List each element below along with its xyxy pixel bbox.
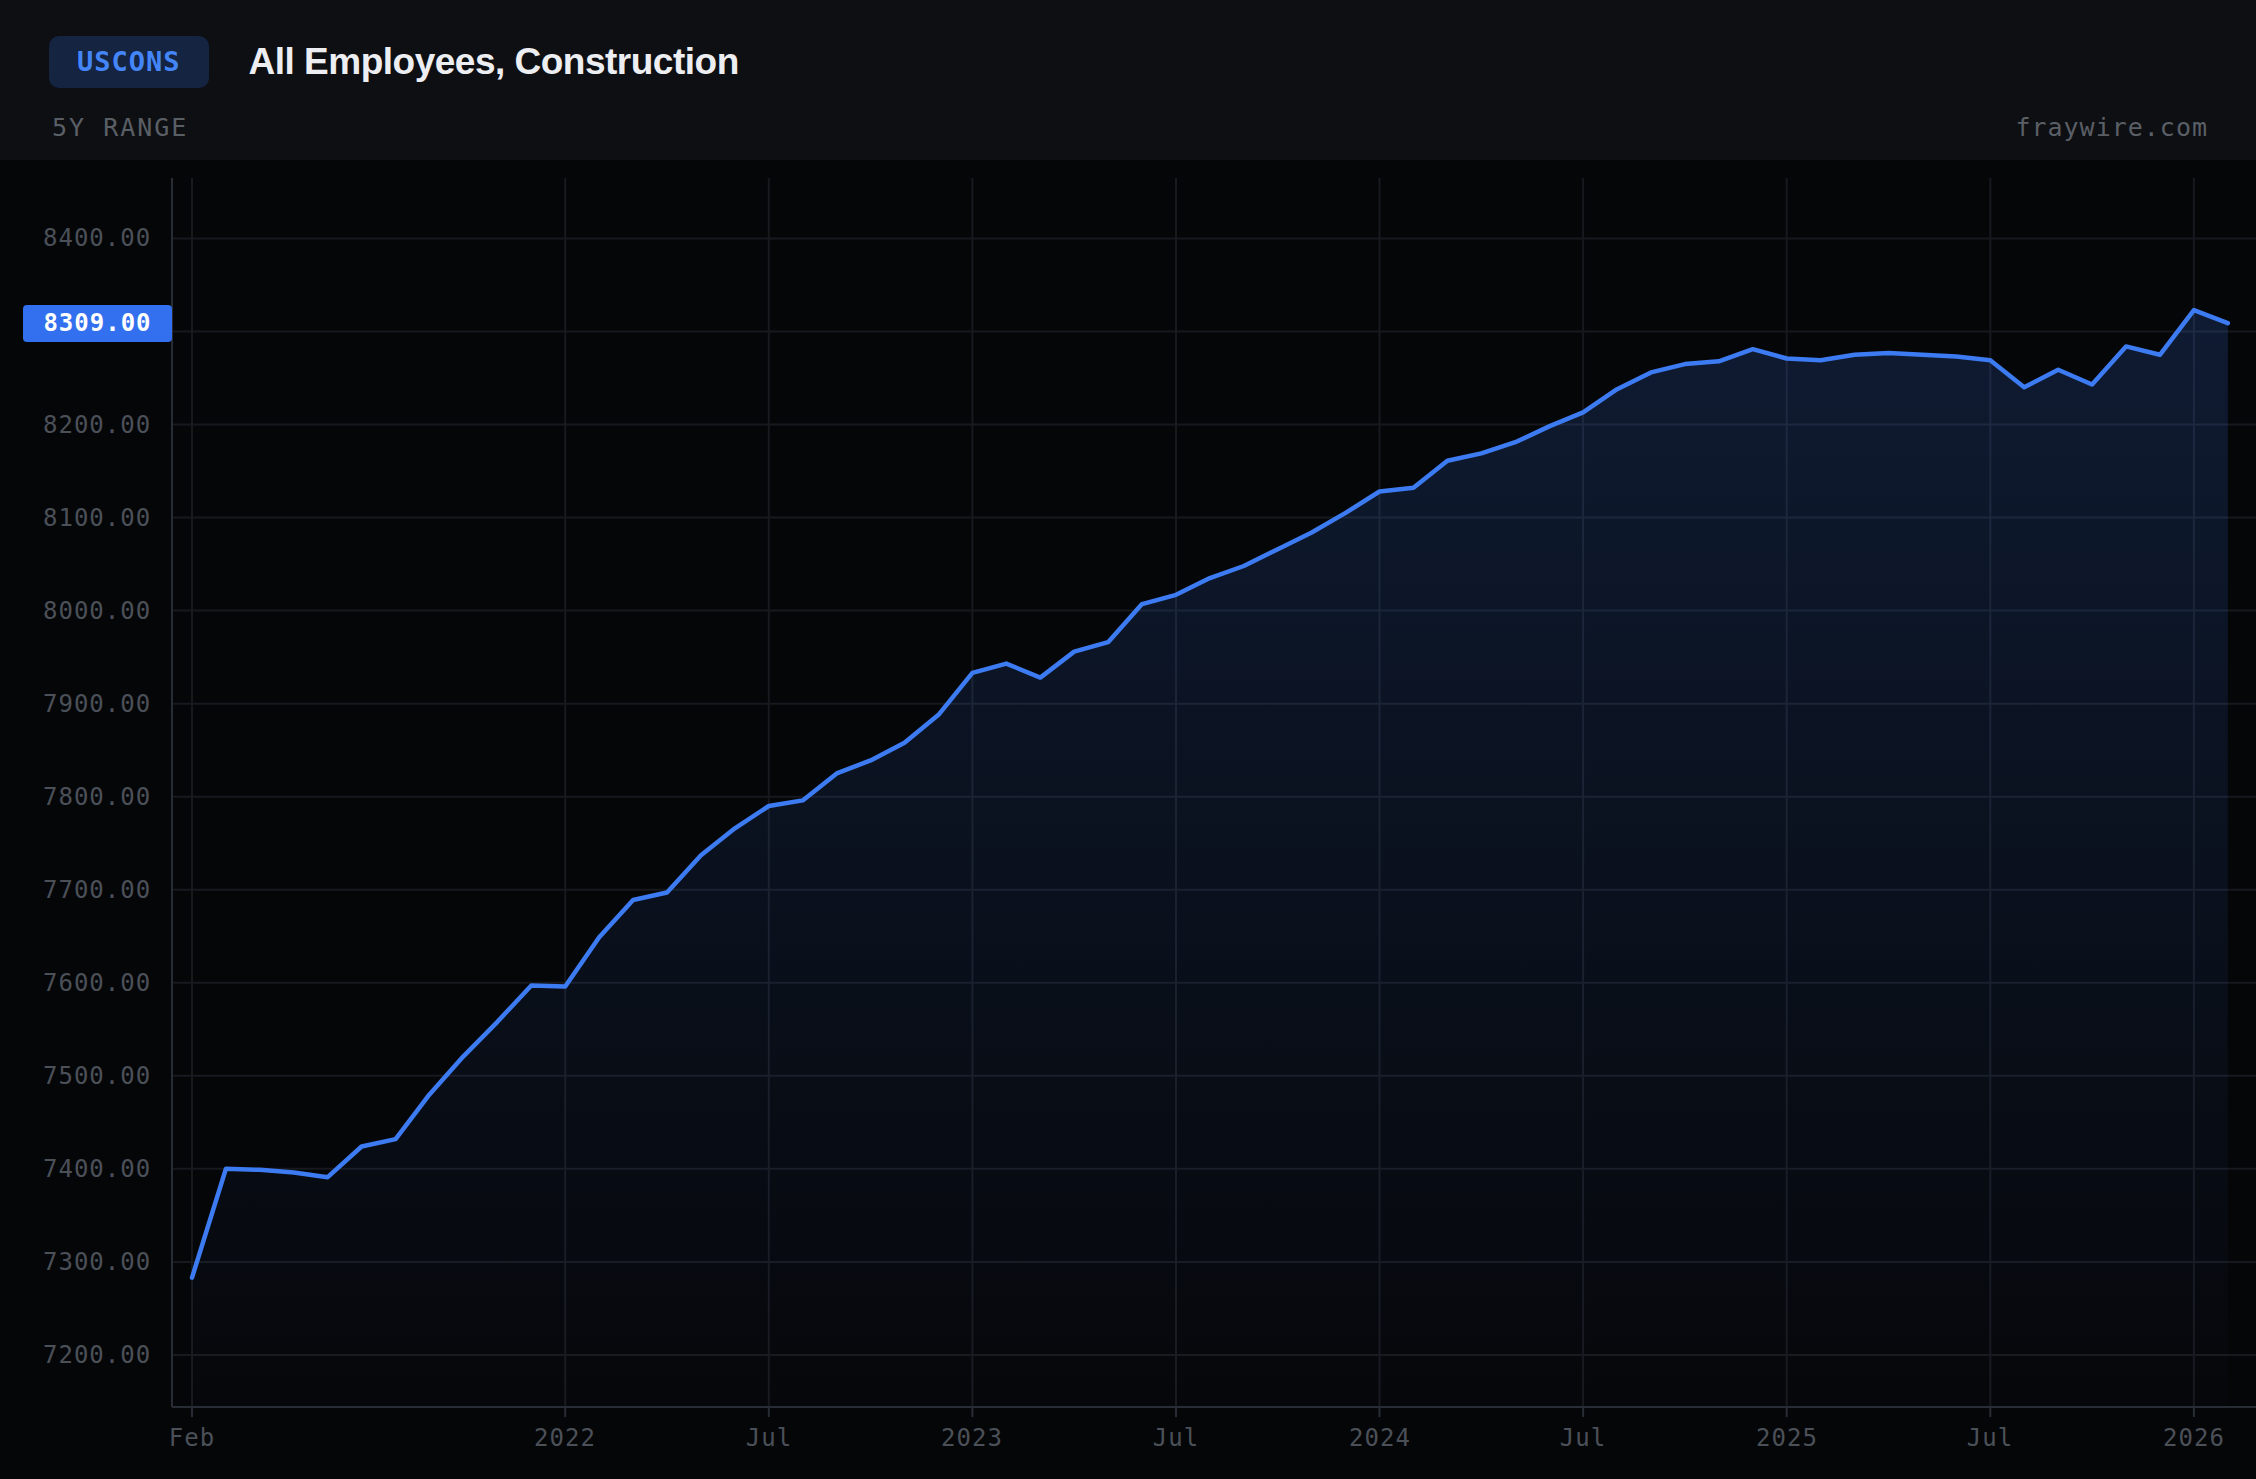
time-tick-label: 2024 xyxy=(1349,1425,1411,1451)
price-tick-label: 7900.00 xyxy=(43,691,151,717)
price-tick-label: 7600.00 xyxy=(43,970,151,996)
watermark-link[interactable]: fraywire.com xyxy=(2015,113,2208,142)
range-selector[interactable]: 5Y RANGE xyxy=(52,113,188,142)
time-tick-label: Jul xyxy=(746,1425,792,1451)
time-tick-label: 2023 xyxy=(941,1425,1003,1451)
time-tick-label: Jul xyxy=(1153,1425,1199,1451)
time-tick-label: Jul xyxy=(1967,1425,2013,1451)
chart-title: All Employees, Construction xyxy=(249,41,739,83)
price-tick-label: 7500.00 xyxy=(43,1063,151,1089)
price-plot-svg[interactable] xyxy=(0,160,2256,1479)
price-tick-label: 7300.00 xyxy=(43,1249,151,1275)
title-row: USCONS All Employees, Construction xyxy=(49,36,739,88)
price-tick-label: 7800.00 xyxy=(43,784,151,810)
header: USCONS All Employees, Construction 5Y RA… xyxy=(0,0,2256,160)
price-tick-label: 8200.00 xyxy=(43,412,151,438)
chart-area[interactable]: 8400.00 8200.00 8100.00 8000.00 7900.00 7800.… xyxy=(0,160,2256,1479)
price-tick-label: 7200.00 xyxy=(43,1342,151,1368)
time-tick-label: 2022 xyxy=(534,1425,596,1451)
time-tick-label: Feb xyxy=(169,1425,215,1451)
price-tick-label: 7400.00 xyxy=(43,1156,151,1182)
price-tick-label: 7700.00 xyxy=(43,877,151,903)
chart-window: USCONS All Employees, Construction 5Y RA… xyxy=(0,0,2256,1479)
price-tick-label: 8400.00 xyxy=(43,225,151,251)
price-tick-label: 8000.00 xyxy=(43,598,151,624)
time-tick-label: Jul xyxy=(1560,1425,1606,1451)
time-tick-label: 2025 xyxy=(1756,1425,1818,1451)
time-tick-label: 2026 xyxy=(2163,1425,2225,1451)
last-price-label: 8309.00 xyxy=(23,305,172,342)
symbol-badge[interactable]: USCONS xyxy=(49,36,209,88)
area-fill xyxy=(192,310,2228,1407)
price-tick-label: 8100.00 xyxy=(43,505,151,531)
